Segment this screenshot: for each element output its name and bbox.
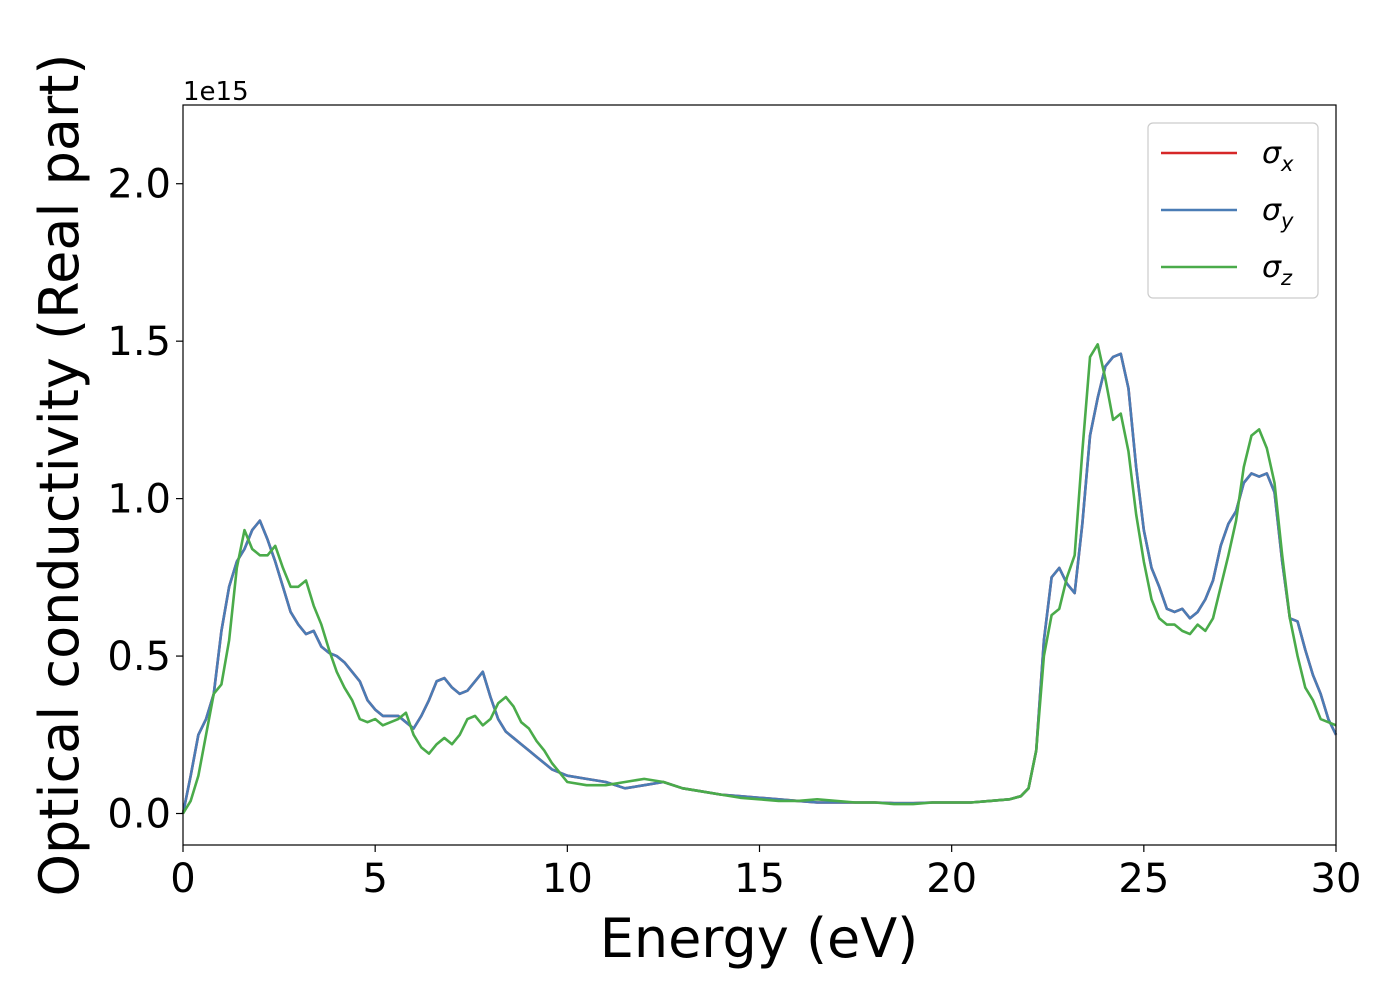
x-tick-label: 15 <box>734 856 785 902</box>
x-tick-label: 5 <box>362 856 387 902</box>
series-line-1 <box>181 352 1338 814</box>
series-line-3 <box>181 343 1337 815</box>
plot-lines <box>181 343 1338 815</box>
x-axis-ticks: 0 5 10 15 20 25 30 <box>170 845 1361 902</box>
y-tick-label: 2.0 <box>107 162 171 208</box>
x-tick-label: 25 <box>1118 856 1169 902</box>
y-tick-label: 1.5 <box>107 319 171 365</box>
y-tick-label: 1.0 <box>107 477 171 523</box>
x-tick-label: 0 <box>170 856 195 902</box>
x-tick-label: 10 <box>542 856 593 902</box>
x-axis-label: Energy (eV) <box>600 907 919 970</box>
x-tick-label: 30 <box>1311 856 1362 902</box>
y-axis-ticks: 0.0 0.5 1.0 1.5 2.0 <box>107 162 183 838</box>
x-tick-label: 20 <box>926 856 977 902</box>
y-tick-label: 0.0 <box>107 792 171 838</box>
offset-label: 1e15 <box>183 77 249 107</box>
y-axis-label: Optical conductivity (Real part) <box>28 54 91 897</box>
y-tick-label: 0.5 <box>107 634 171 680</box>
series-line-2 <box>181 352 1338 814</box>
